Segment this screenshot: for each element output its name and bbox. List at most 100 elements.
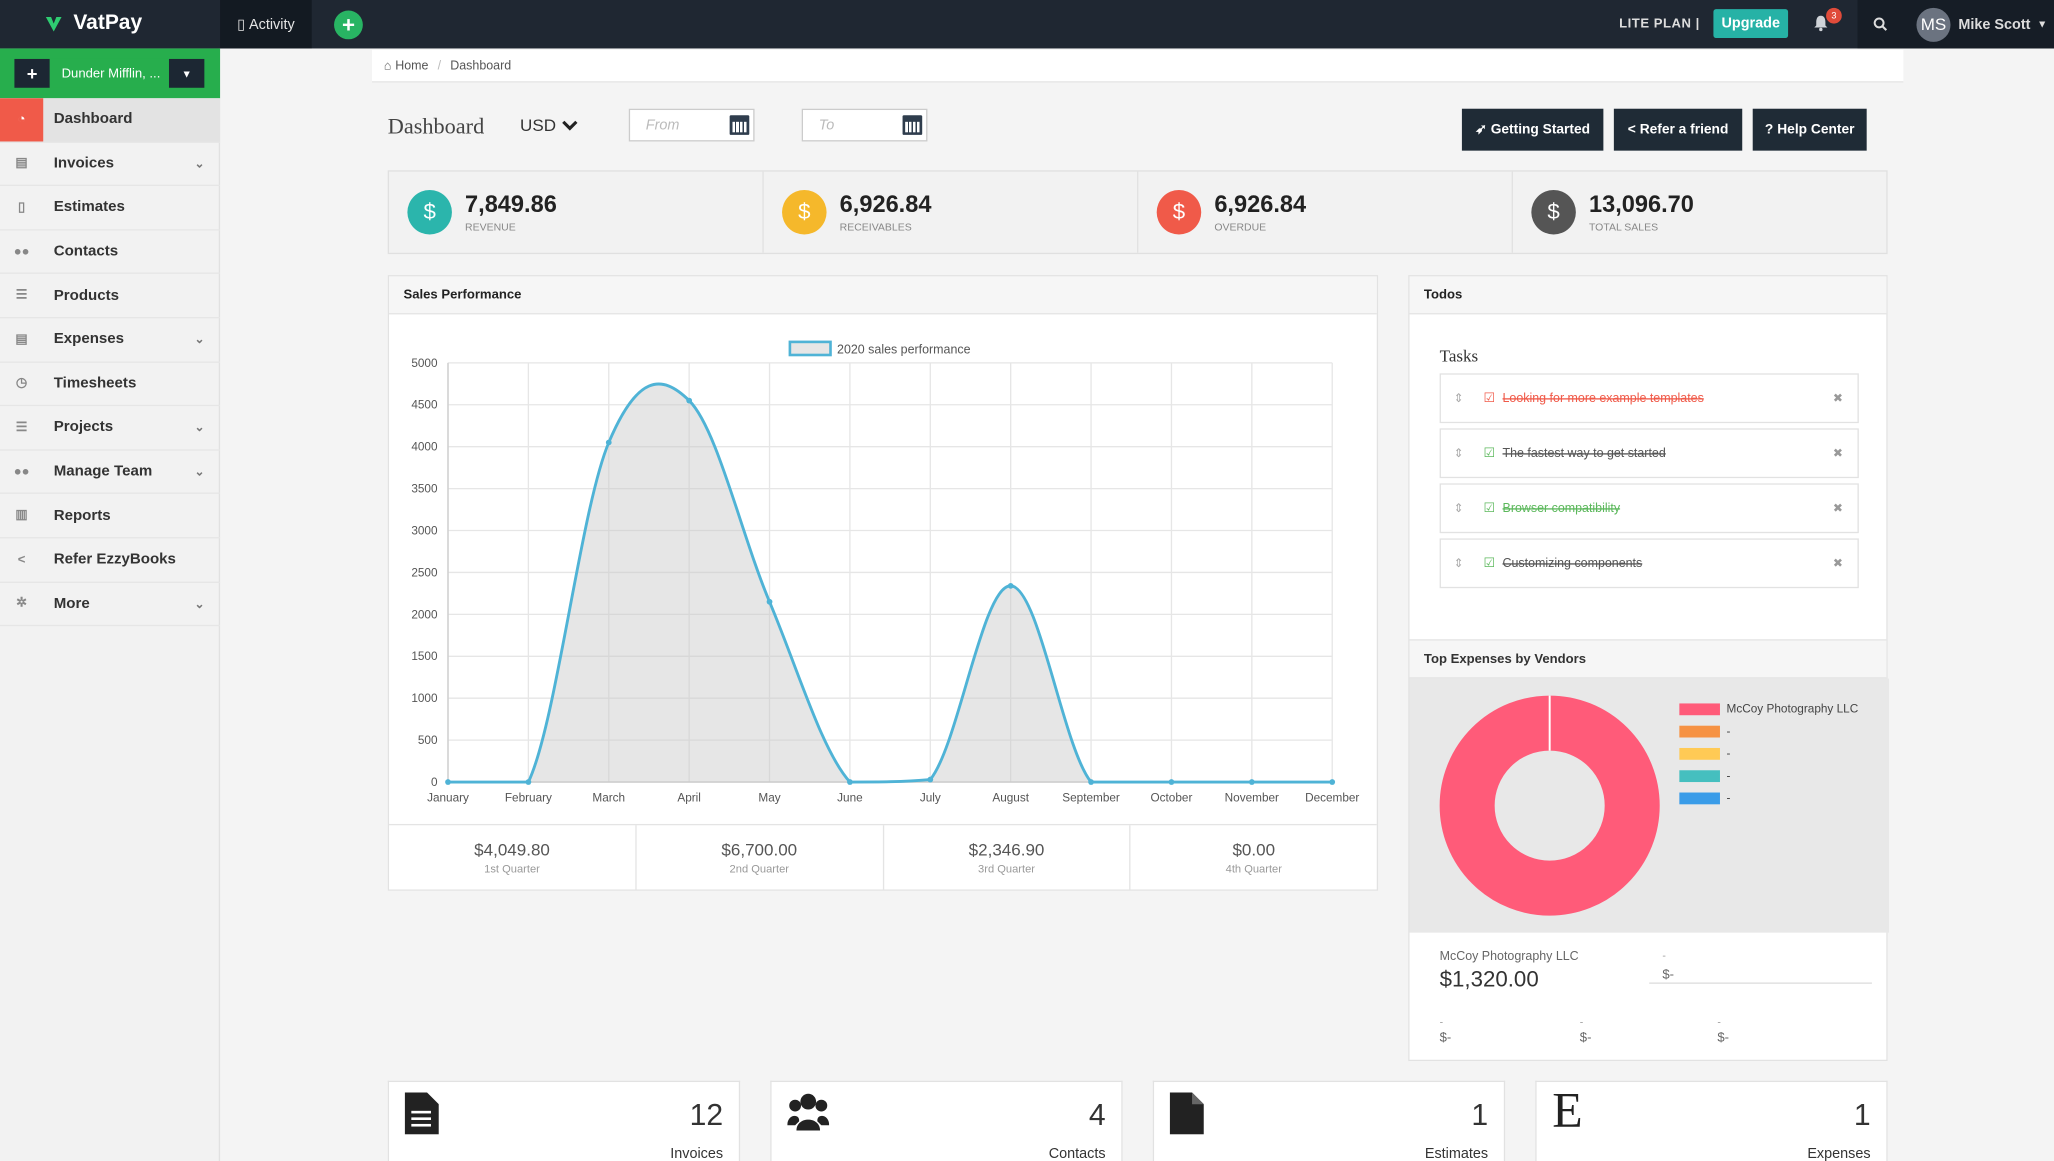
legend-swatch [1679, 702, 1720, 715]
checkbox-icon[interactable]: ☑ [1483, 446, 1496, 461]
stat-label: TOTAL SALES [1588, 220, 1659, 233]
invoices-card[interactable]: 12 Invoices [387, 1080, 741, 1161]
y-tick-label: 4500 [411, 399, 438, 412]
close-icon[interactable]: ✖ [1832, 556, 1843, 570]
sidebar-item-label: Timesheets [53, 375, 137, 392]
contacts-card[interactable]: 4 Contacts [770, 1080, 1123, 1161]
card-label: Estimates [1424, 1146, 1489, 1161]
to-date-input[interactable]: To [801, 108, 928, 142]
sidebar-item-contacts[interactable]: ●● Contacts [0, 230, 221, 275]
company-name[interactable]: Dunder Mifflin, ... [49, 58, 169, 88]
logo-icon [45, 17, 62, 32]
sidebar-item-products[interactable]: ☰ Products [0, 274, 221, 319]
app-logo[interactable]: VatPay [45, 12, 142, 36]
checkbox-icon[interactable]: ☑ [1483, 556, 1496, 571]
dollar-icon: $ [407, 189, 452, 235]
checkbox-icon[interactable]: ☑ [1483, 501, 1496, 516]
user-menu[interactable]: MS Mike Scott ▼ [1902, 0, 2054, 49]
estimates-card[interactable]: 1 Estimates [1152, 1080, 1506, 1161]
todos-panel: Todos Tasks ⇕ ☑ Looking for more example… [1408, 275, 1889, 1062]
page-title: Dashboard [387, 113, 485, 139]
stat-revenue: $ 7,849.86 REVENUE [389, 171, 764, 253]
sidebar-item-timesheets[interactable]: ◷ Timesheets [0, 362, 221, 407]
task-text: Looking for more example templates [1502, 391, 1704, 406]
task-item[interactable]: ⇕ ☑ The fastest way to get started ✖ [1439, 428, 1859, 479]
sidebar-item-estimates[interactable]: ▯ Estimates [0, 186, 221, 231]
search-button[interactable] [1857, 0, 1903, 49]
calendar-icon[interactable] [902, 115, 923, 135]
search-icon [1873, 17, 1887, 31]
legend-label: 2020 sales performance [837, 343, 971, 357]
quarter-4: $0.00 4th Quarter [1131, 825, 1377, 889]
calendar-icon[interactable] [729, 115, 750, 135]
getting-started-label: Getting Started [1490, 121, 1591, 138]
home-icon: ⌂ [383, 58, 392, 73]
sidebar-item-invoices[interactable]: ▤ Invoices ⌄ [0, 142, 221, 187]
sales-chart: 0 500 1000 1500 2000 2500 3000 3500 4000 4500 5000… [411, 340, 1359, 805]
sidebar-item-expenses[interactable]: ▤ Expenses ⌄ [0, 318, 221, 363]
close-icon[interactable]: ✖ [1832, 501, 1843, 515]
dollar-icon: $ [782, 189, 827, 235]
bell-icon[interactable] [1813, 14, 1829, 32]
add-company-button[interactable]: + [14, 58, 50, 88]
drag-handle-icon[interactable]: ⇕ [1453, 446, 1464, 460]
activity-button[interactable]: ▯ Activity [220, 0, 312, 49]
sidebar-item-projects[interactable]: ☰ Projects ⌄ [0, 406, 221, 451]
drag-handle-icon[interactable]: ⇕ [1453, 501, 1464, 515]
x-tick-label: October [1151, 792, 1193, 805]
x-tick-label: November [1225, 792, 1279, 805]
user-name: Mike Scott [1958, 16, 2031, 33]
sales-performance-panel: Sales Performance 0 500 1000 1500 2000 2500 30… [387, 275, 1379, 891]
file-icon [1169, 1092, 1204, 1135]
getting-started-button[interactable]: ➶ Getting Started [1461, 108, 1604, 151]
sidebar-item-manage-team[interactable]: ●● Manage Team ⌄ [0, 450, 221, 495]
card-label: Invoices [670, 1146, 724, 1161]
legend-label: - [1726, 746, 1731, 760]
currency-select[interactable]: USD [520, 115, 579, 135]
quick-add-button[interactable]: + [334, 10, 363, 40]
document-icon [404, 1092, 439, 1135]
top-vendor-name: McCoy Photography LLC [1439, 949, 1579, 965]
refer-friend-button[interactable]: < Refer a friend [1613, 108, 1743, 151]
x-tick-label: March [592, 792, 625, 805]
sidebar-item-reports[interactable]: ▥ Reports [0, 494, 221, 539]
share-icon: < [1627, 121, 1636, 138]
legend-item: McCoy Photography LLC [1679, 702, 1858, 715]
quarter-value: $6,700.00 [721, 839, 798, 860]
sidebar-item-label: More [53, 595, 90, 612]
breadcrumb-home[interactable]: Home [395, 58, 429, 73]
checkbox-icon[interactable]: ☑ [1483, 391, 1496, 406]
drag-handle-icon[interactable]: ⇕ [1453, 556, 1464, 570]
expenses-panel-title: Top Expenses by Vendors [1409, 639, 1887, 679]
dollar-icon: $ [1156, 189, 1202, 235]
close-icon[interactable]: ✖ [1832, 446, 1843, 460]
drag-handle-icon[interactable]: ⇕ [1453, 391, 1464, 405]
sidebar-item-dashboard[interactable]: ◔ Dashboard [0, 98, 221, 143]
y-tick-label: 500 [418, 734, 438, 747]
data-point [847, 779, 853, 785]
y-tick-label: 3500 [411, 483, 438, 496]
sidebar-item-refer[interactable]: < Refer EzzyBooks [0, 538, 221, 583]
company-dropdown-button[interactable]: ▼ [168, 58, 205, 88]
activity-label: Activity [249, 16, 295, 33]
task-item[interactable]: ⇕ ☑ Browser compatibility ✖ [1439, 483, 1859, 534]
help-center-button[interactable]: ? Help Center [1752, 108, 1867, 151]
sidebar-item-label: Contacts [53, 243, 119, 260]
sidebar-item-label: Refer EzzyBooks [53, 551, 176, 568]
task-item[interactable]: ⇕ ☑ Customizing components ✖ [1439, 538, 1859, 589]
panel-title: Todos [1409, 276, 1887, 315]
users-icon [787, 1093, 830, 1131]
upgrade-button[interactable]: Upgrade [1713, 9, 1789, 38]
activity-icon: ▯ [237, 17, 246, 33]
data-point [1007, 582, 1014, 589]
series-area [448, 383, 1333, 783]
close-icon[interactable]: ✖ [1832, 391, 1843, 405]
card-count: 12 [689, 1097, 724, 1132]
task-item[interactable]: ⇕ ☑ Looking for more example templates ✖ [1439, 373, 1859, 424]
sidebar-item-more[interactable]: ✲ More ⌄ [0, 582, 221, 627]
expenses-card[interactable]: E 1 Expenses [1535, 1080, 1888, 1161]
from-date-input[interactable]: From [628, 108, 755, 142]
legend-swatch [1679, 725, 1720, 737]
legend-swatch [1679, 769, 1720, 782]
breadcrumb-separator: / [437, 58, 442, 73]
